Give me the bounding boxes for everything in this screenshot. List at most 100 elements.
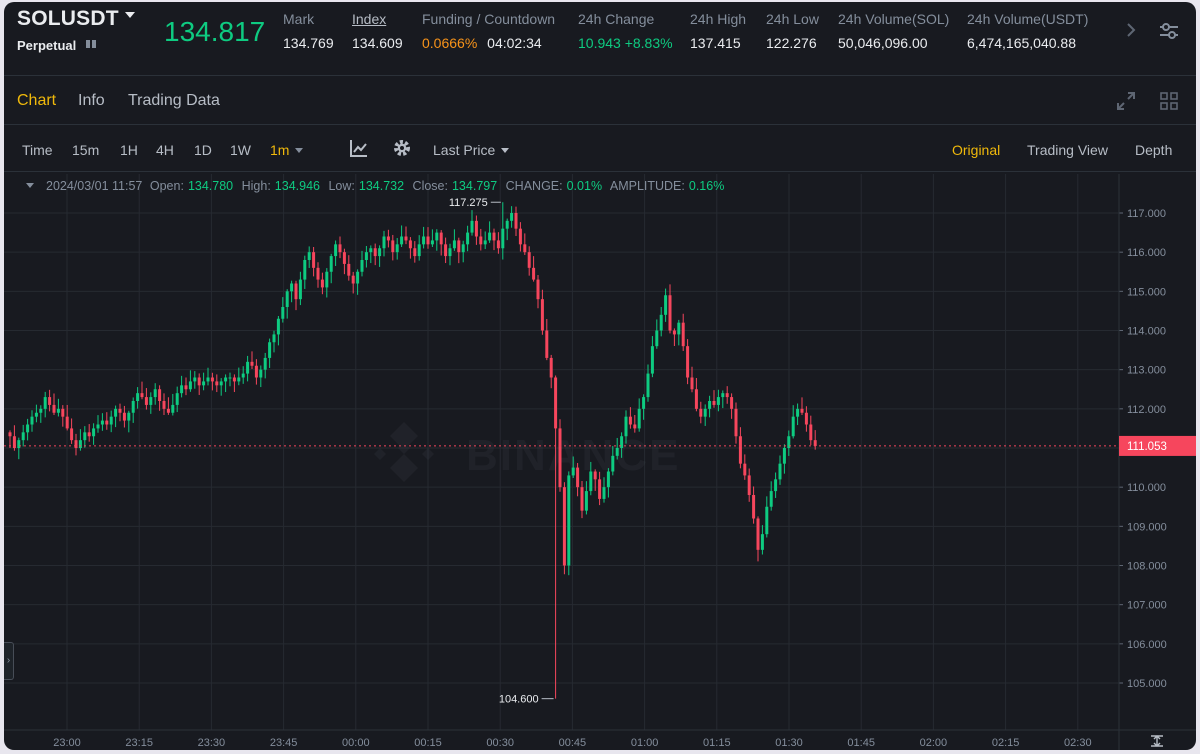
candle-body xyxy=(461,244,465,253)
stat-24h-low: 24h Low 122.276 xyxy=(766,11,819,51)
x-axis-label: 01:45 xyxy=(847,737,875,749)
indicators-icon[interactable] xyxy=(349,138,369,158)
candle-body xyxy=(70,428,74,441)
view-trading-view[interactable]: Trading View xyxy=(1027,142,1108,158)
candle-body xyxy=(215,381,219,386)
candle-body xyxy=(303,260,307,280)
candle-body xyxy=(17,440,21,448)
candle-body xyxy=(8,432,12,437)
candle-body xyxy=(452,240,456,249)
candle-body xyxy=(637,408,641,429)
x-axis-label: 02:15 xyxy=(992,737,1020,749)
candle-body xyxy=(408,240,412,249)
stat-label: Mark xyxy=(283,11,315,27)
interval-1m-dropdown[interactable]: 1m xyxy=(270,142,304,158)
candle-body xyxy=(250,361,254,366)
stat-label[interactable]: Index xyxy=(352,11,387,27)
candle-body xyxy=(96,424,100,429)
candle-body xyxy=(615,448,619,456)
tab-chart[interactable]: Chart xyxy=(17,92,57,109)
interval-1w[interactable]: 1W xyxy=(230,142,251,158)
candle-body xyxy=(804,412,808,425)
candle-body xyxy=(699,408,703,417)
interval-4h[interactable]: 4H xyxy=(156,142,174,158)
candle-body xyxy=(334,244,338,257)
candle-body xyxy=(281,307,285,319)
candle-body xyxy=(760,534,764,550)
expand-sidebar-button[interactable]: › xyxy=(4,642,14,680)
grid-layout-icon[interactable] xyxy=(1159,91,1179,111)
candle-body xyxy=(813,440,817,447)
price-type-dropdown[interactable]: Last Price xyxy=(433,142,510,158)
candle-body xyxy=(290,283,294,292)
candle-body xyxy=(602,487,606,499)
price-chart[interactable]: 117.000 116.000 115.000 114.000 113.000 112.0… xyxy=(4,2,1196,750)
stat-value: 6,474,165,040.88 xyxy=(967,35,1076,51)
ohlc-close: 134.797 xyxy=(451,179,498,193)
candle-body xyxy=(391,240,395,253)
candle-body xyxy=(496,240,500,249)
candle-body xyxy=(320,279,324,288)
candle-body xyxy=(400,236,404,245)
candle-body xyxy=(470,220,474,233)
candle-body xyxy=(703,408,707,417)
book-icon[interactable] xyxy=(86,39,96,49)
fullscreen-icon[interactable] xyxy=(1116,91,1136,111)
gear-icon[interactable] xyxy=(392,138,412,158)
stat-value: 137.415 xyxy=(690,35,741,51)
interval-1h[interactable]: 1H xyxy=(120,142,138,158)
interval-time[interactable]: Time xyxy=(22,142,53,158)
candle-body xyxy=(52,404,56,413)
stat-24h-high: 24h High 137.415 xyxy=(690,11,746,51)
sliders-icon[interactable] xyxy=(1158,20,1180,42)
candle-body xyxy=(118,408,122,413)
candle-body xyxy=(518,228,522,245)
candle-body xyxy=(554,377,558,429)
stat-label: 24h Volume(SOL) xyxy=(838,11,950,27)
interval-15m[interactable]: 15m xyxy=(72,142,100,158)
candle-body xyxy=(92,428,96,437)
candle-body xyxy=(712,401,716,405)
header-fade xyxy=(1102,10,1116,50)
view-depth[interactable]: Depth xyxy=(1135,142,1173,158)
candle-body xyxy=(668,295,672,331)
candle-body xyxy=(39,408,43,413)
stat-index[interactable]: Index 134.609 xyxy=(352,11,403,51)
scroll-right-icon[interactable] xyxy=(1126,22,1136,43)
tab-trading-data[interactable]: Trading Data xyxy=(128,92,220,109)
candle-body xyxy=(74,440,78,448)
candle-body xyxy=(131,401,135,413)
candle-body xyxy=(488,232,492,241)
candle-body xyxy=(417,244,421,257)
ohlc-datetime: 2024/03/01 11:57 xyxy=(46,179,143,193)
interval-1d[interactable]: 1D xyxy=(194,142,212,158)
binance-logo-icon xyxy=(374,422,434,482)
candle-body xyxy=(536,279,540,300)
x-axis-label: 23:45 xyxy=(270,737,298,749)
stat-mark: Mark 134.769 xyxy=(283,11,334,51)
stat-value: 134.769 xyxy=(283,35,334,51)
collapse-caret-icon[interactable] xyxy=(26,183,34,189)
symbol-dropdown-icon[interactable] xyxy=(125,12,135,18)
stat-label: 24h High xyxy=(690,11,747,27)
chart-panel: 117.000 116.000 115.000 114.000 113.000 112.0… xyxy=(4,2,1196,750)
candle-body xyxy=(373,248,377,257)
symbol-name[interactable]: SOLUSDT xyxy=(17,7,119,30)
candle-body xyxy=(228,377,232,379)
candle-body xyxy=(329,256,333,272)
current-price-label: 111.053 xyxy=(1127,441,1167,453)
ohlc-label: Open: xyxy=(149,179,184,193)
candle-body xyxy=(672,330,676,335)
tab-info[interactable]: Info xyxy=(78,92,105,109)
candle-body xyxy=(268,342,272,358)
candle-body xyxy=(430,240,434,245)
candle-body xyxy=(558,428,562,488)
candle-body xyxy=(153,389,157,398)
candle-body xyxy=(580,487,584,511)
candle-body xyxy=(426,236,430,245)
candle-body xyxy=(479,236,483,245)
candle-body xyxy=(316,267,320,280)
candle-body xyxy=(655,330,659,347)
view-original[interactable]: Original xyxy=(952,142,1001,158)
candle-body xyxy=(606,471,610,488)
